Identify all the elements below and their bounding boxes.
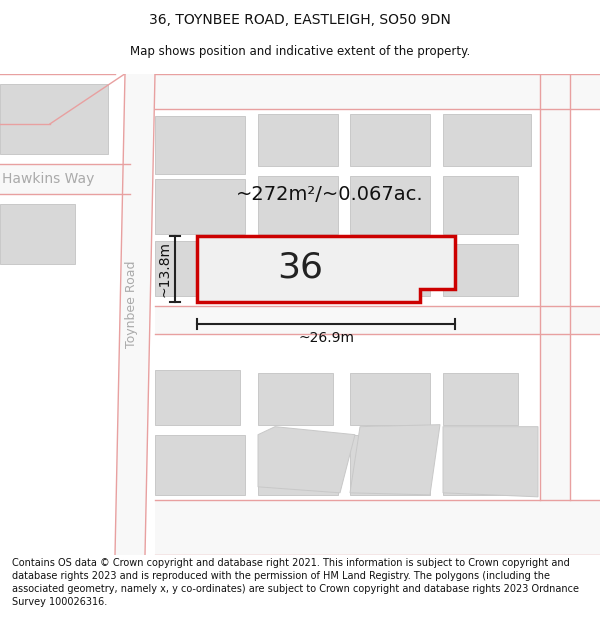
- Polygon shape: [155, 306, 600, 334]
- Text: ~26.9m: ~26.9m: [298, 331, 354, 346]
- Bar: [350, 176, 430, 234]
- Bar: [443, 244, 518, 296]
- Bar: [155, 116, 245, 174]
- Bar: [258, 372, 333, 424]
- Text: Map shows position and indicative extent of the property.: Map shows position and indicative extent…: [130, 45, 470, 58]
- Bar: [350, 244, 430, 296]
- Polygon shape: [350, 424, 440, 495]
- Polygon shape: [0, 164, 130, 194]
- Bar: [350, 114, 430, 166]
- Polygon shape: [155, 500, 600, 555]
- Text: Contains OS data © Crown copyright and database right 2021. This information is : Contains OS data © Crown copyright and d…: [12, 558, 579, 608]
- Bar: [443, 372, 518, 424]
- Polygon shape: [443, 427, 538, 497]
- Bar: [443, 435, 531, 495]
- Text: ~272m²/~0.067ac.: ~272m²/~0.067ac.: [236, 184, 424, 204]
- Bar: [155, 241, 245, 296]
- Bar: [0, 204, 75, 264]
- Bar: [258, 176, 338, 234]
- Polygon shape: [115, 74, 155, 555]
- Bar: [155, 435, 245, 495]
- Bar: [258, 435, 338, 495]
- Text: 36, TOYNBEE ROAD, EASTLEIGH, SO50 9DN: 36, TOYNBEE ROAD, EASTLEIGH, SO50 9DN: [149, 13, 451, 27]
- Text: Hawkins Way: Hawkins Way: [2, 172, 94, 186]
- Polygon shape: [540, 74, 570, 500]
- Polygon shape: [155, 74, 600, 109]
- Bar: [258, 244, 338, 296]
- Text: Toynbee Road: Toynbee Road: [125, 261, 137, 348]
- Bar: [258, 114, 338, 166]
- Text: 36: 36: [277, 250, 323, 284]
- Bar: [443, 114, 531, 166]
- Text: ~13.8m: ~13.8m: [158, 241, 172, 298]
- Bar: [155, 179, 245, 234]
- Bar: [350, 435, 430, 495]
- Bar: [0, 84, 108, 154]
- Polygon shape: [258, 427, 355, 493]
- Polygon shape: [197, 236, 455, 302]
- Bar: [155, 369, 240, 424]
- Bar: [350, 372, 430, 424]
- Bar: [443, 176, 518, 234]
